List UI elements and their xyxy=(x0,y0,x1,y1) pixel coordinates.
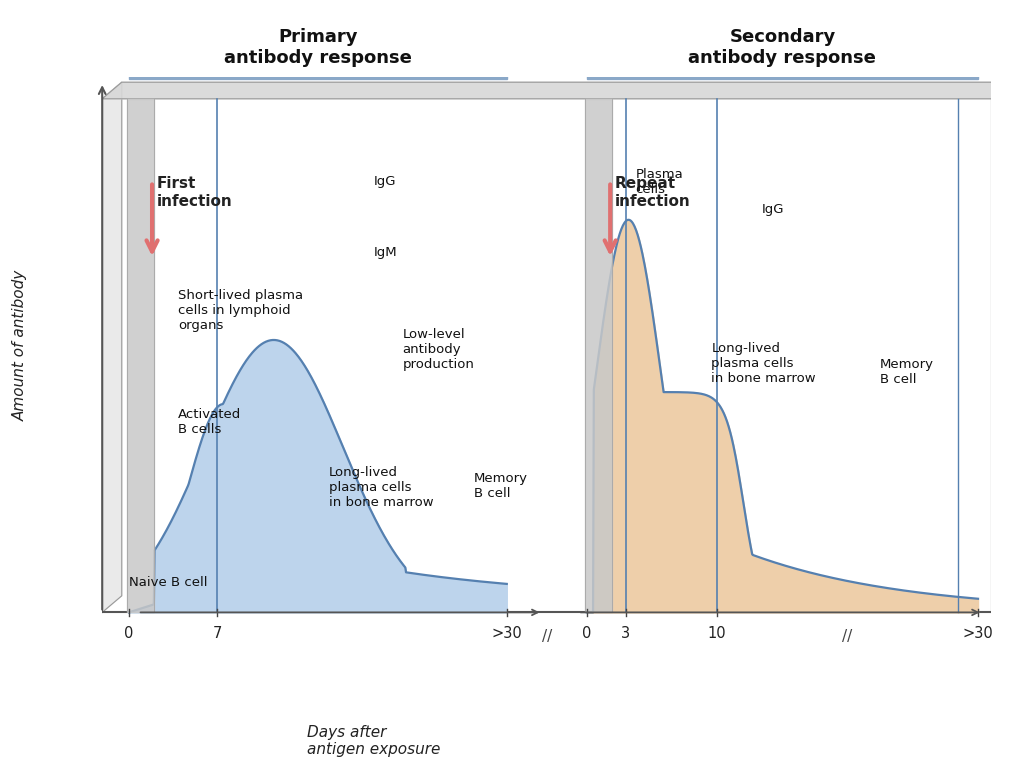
Text: >30: >30 xyxy=(963,626,993,641)
Text: Activated
B cells: Activated B cells xyxy=(178,408,241,436)
Text: IgM: IgM xyxy=(373,246,397,259)
Text: Secondary
antibody response: Secondary antibody response xyxy=(689,28,876,67)
Text: Short-lived plasma
cells in lymphoid
organs: Short-lived plasma cells in lymphoid org… xyxy=(178,289,303,332)
Text: Long-lived
plasma cells
in bone marrow: Long-lived plasma cells in bone marrow xyxy=(329,466,433,509)
Bar xyxy=(586,99,612,612)
Text: Naive B cell: Naive B cell xyxy=(129,577,207,590)
Text: 3: 3 xyxy=(621,626,631,641)
Text: IgG: IgG xyxy=(762,202,785,216)
Bar xyxy=(587,70,978,80)
Text: Repeat
infection: Repeat infection xyxy=(614,176,691,209)
Text: 0: 0 xyxy=(125,626,134,641)
Text: 7: 7 xyxy=(213,626,222,641)
Text: Memory
B cell: Memory B cell xyxy=(880,358,934,387)
Polygon shape xyxy=(102,82,122,612)
Polygon shape xyxy=(102,82,1011,99)
Bar xyxy=(129,70,507,80)
Text: IgG: IgG xyxy=(373,175,396,188)
Text: Memory
B cell: Memory B cell xyxy=(474,472,527,499)
Text: Long-lived
plasma cells
in bone marrow: Long-lived plasma cells in bone marrow xyxy=(711,342,816,385)
Text: Amount of antibody: Amount of antibody xyxy=(13,269,28,421)
Text: First
infection: First infection xyxy=(156,176,232,209)
Text: 10: 10 xyxy=(708,626,727,641)
Bar xyxy=(127,99,154,612)
Text: Days after
antigen exposure: Days after antigen exposure xyxy=(307,725,440,757)
Text: Primary
antibody response: Primary antibody response xyxy=(224,28,412,67)
Text: //: // xyxy=(542,629,552,644)
Text: Low-level
antibody
production: Low-level antibody production xyxy=(403,328,474,371)
Text: //: // xyxy=(842,629,852,644)
Text: 0: 0 xyxy=(583,626,592,641)
Text: Plasma
cells: Plasma cells xyxy=(636,168,684,196)
Text: >30: >30 xyxy=(492,626,522,641)
